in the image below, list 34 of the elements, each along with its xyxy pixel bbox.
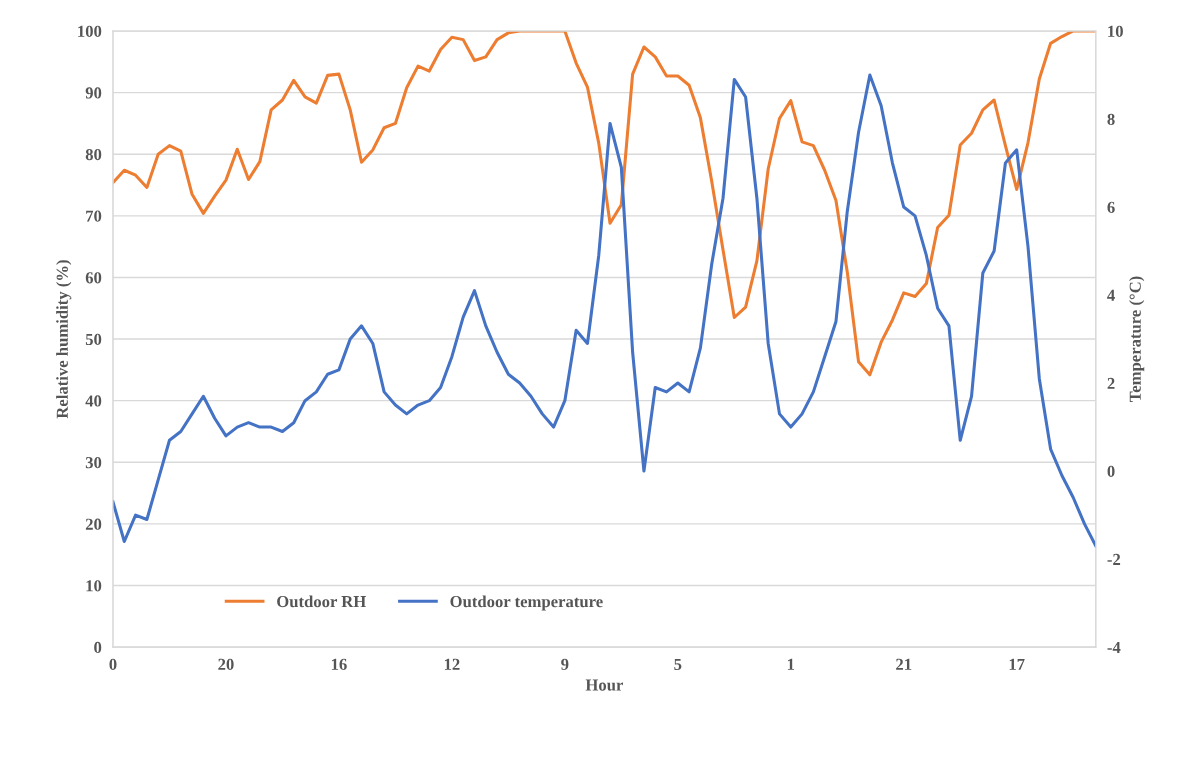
y2-tick-label: 2 xyxy=(1107,377,1115,389)
y2-tick-label: 4 xyxy=(1107,289,1115,301)
y-tick-label: 90 xyxy=(85,87,102,99)
x-tick-label: 1 xyxy=(787,658,795,670)
x-tick-label: 17 xyxy=(1009,658,1025,670)
y-tick-label: 80 xyxy=(85,148,102,161)
y-tick-label: 0 xyxy=(94,641,102,654)
y-tick-label: 60 xyxy=(85,272,102,284)
y-tick-label: 70 xyxy=(86,210,102,222)
y-tick-label: 20 xyxy=(85,518,102,530)
legend-label: Outdoor temperature xyxy=(450,595,603,611)
x-tick-label: 21 xyxy=(896,658,912,670)
y-tick-label: 50 xyxy=(85,333,102,346)
legend-label: Outdoor RH xyxy=(277,595,366,608)
y2-tick-label: 10 xyxy=(1108,25,1123,37)
line-series xyxy=(112,73,1096,548)
x-tick-label: 16 xyxy=(331,658,347,670)
x-tick-label: 20 xyxy=(218,658,234,670)
x-tick-label: 5 xyxy=(674,658,682,670)
y2-tick-label: -4 xyxy=(1107,641,1121,653)
x-tick-label: 0 xyxy=(109,658,117,670)
y-tick-label: 40 xyxy=(85,395,102,407)
x-tick-label: 12 xyxy=(444,658,460,670)
y-tick-label: 100 xyxy=(78,25,102,37)
y2-tick-label: 6 xyxy=(1107,201,1115,213)
x-axis-title: Hour xyxy=(585,679,624,691)
y2-tick-label: -2 xyxy=(1107,553,1121,565)
y2-tick-label: 0 xyxy=(1107,465,1115,478)
y-tick-label: 10 xyxy=(86,580,102,592)
y2-axis-title: Temperature (°C) xyxy=(1129,276,1145,403)
x-tick-label: 9 xyxy=(561,658,569,670)
y-tick-label: 30 xyxy=(85,456,102,469)
y2-tick-label: 8 xyxy=(1107,113,1115,125)
y-axis-title: Relative humidity (%) xyxy=(56,260,72,419)
